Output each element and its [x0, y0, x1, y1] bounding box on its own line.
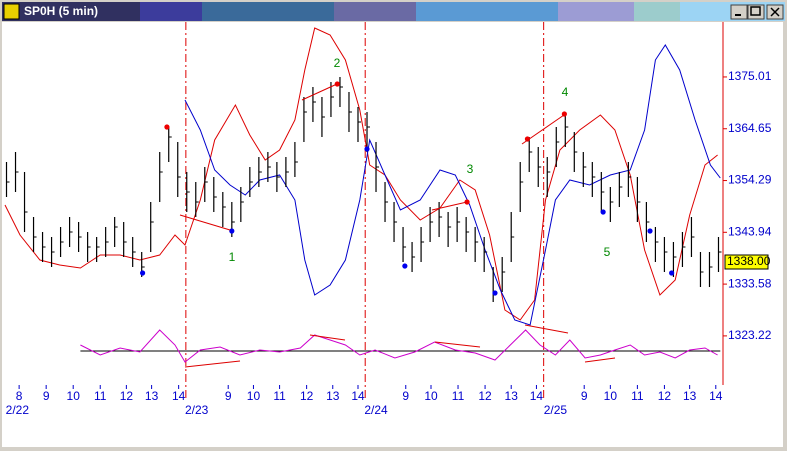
wave-label: 4 — [562, 85, 569, 99]
indicator-line — [80, 329, 718, 363]
y-tick-label: 1323.22 — [728, 328, 772, 342]
pivot-dot — [364, 146, 370, 152]
y-tick-label: 1354.29 — [728, 173, 772, 187]
pivot-dot — [669, 270, 675, 276]
pivot-dot — [524, 136, 531, 142]
indicator-line — [4, 27, 718, 321]
wave-label: 2 — [334, 56, 341, 70]
date-label: 2/23 — [185, 403, 209, 417]
trend-lines — [179, 83, 616, 368]
pivot-dot — [600, 209, 606, 215]
y-tick-label: 1333.58 — [728, 276, 772, 290]
trend-line — [301, 83, 338, 101]
date-label: 2/22 — [6, 403, 30, 417]
title-band — [634, 2, 680, 21]
wave-label: 5 — [604, 245, 611, 259]
x-tick-label: 13 — [505, 389, 519, 403]
x-tick-label: 11 — [452, 389, 465, 403]
close-button[interactable] — [766, 4, 784, 20]
minimize-button[interactable] — [730, 4, 748, 20]
title-band — [140, 2, 202, 21]
trend-line — [179, 214, 231, 231]
y-tick-label: 1375.01 — [728, 69, 772, 83]
pivot-dot — [229, 228, 235, 234]
x-tick-label: 11 — [273, 389, 286, 403]
window-title: SP0H (5 min) — [24, 4, 98, 18]
x-tick-label: 10 — [424, 389, 438, 403]
pivot-dot — [139, 270, 146, 276]
title-band — [558, 2, 634, 21]
chart-area — [2, 22, 783, 447]
x-tick-label: 10 — [604, 389, 618, 403]
x-tick-label: 12 — [478, 389, 492, 403]
x-tick-label: 14 — [530, 389, 544, 403]
x-tick-label: 13 — [145, 389, 159, 403]
title-band — [334, 2, 416, 21]
divergence-line — [434, 341, 481, 348]
x-tick-label: 13 — [683, 389, 697, 403]
maximize-button[interactable] — [747, 4, 765, 20]
y-tick-label: 1343.94 — [728, 224, 772, 238]
title-bar: SP0H (5 min) — [2, 2, 785, 21]
trend-line — [431, 201, 468, 211]
divergence-line — [184, 360, 241, 368]
x-tick-label: 11 — [94, 389, 107, 403]
x-tick-label: 12 — [120, 389, 134, 403]
app-icon — [3, 3, 20, 20]
divergence-line — [584, 357, 616, 363]
x-tick-label: 14 — [709, 389, 723, 403]
x-tick-label: 10 — [67, 389, 81, 403]
date-label: 2/25 — [544, 403, 568, 417]
plot: 1375.01 1364.65 1354.29 1343.94 1333.58 1323.… — [4, 22, 772, 417]
x-tick-label: 12 — [300, 389, 314, 403]
x-tick-label: 12 — [658, 389, 672, 403]
pivot-dot — [464, 199, 470, 205]
x-tick-label: 14 — [172, 389, 186, 403]
pivot-dot — [334, 81, 340, 87]
pivot-dot — [402, 263, 408, 269]
x-tick-label: 9 — [581, 389, 588, 403]
last-price-label: 1338.00 — [727, 254, 771, 268]
x-tick-label: 10 — [247, 389, 261, 403]
date-label: 2/24 — [364, 403, 388, 417]
trend-line — [521, 114, 565, 145]
title-band — [416, 2, 558, 21]
x-tick-label: 13 — [326, 389, 340, 403]
x-tick-label: 8 — [16, 389, 23, 403]
x-tick-label: 9 — [402, 389, 409, 403]
x-tick-label: 9 — [225, 389, 232, 403]
wave-label: 1 — [229, 250, 236, 264]
wave-label: 3 — [467, 162, 474, 176]
x-tick-label: 11 — [631, 389, 644, 403]
last-price-box — [724, 254, 769, 270]
y-tick-label: 1364.65 — [728, 121, 772, 135]
x-tick-label: 9 — [43, 389, 50, 403]
title-band — [202, 2, 334, 21]
divergence-line — [524, 324, 569, 334]
pivot-dot — [164, 124, 170, 130]
pivot-dot — [492, 290, 498, 296]
indicator-line — [184, 44, 721, 326]
pivot-dot — [647, 228, 653, 234]
x-tick-label: 14 — [351, 389, 365, 403]
divergence-line — [309, 334, 346, 341]
